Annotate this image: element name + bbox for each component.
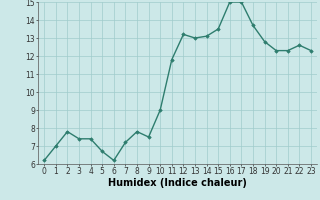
X-axis label: Humidex (Indice chaleur): Humidex (Indice chaleur)	[108, 178, 247, 188]
